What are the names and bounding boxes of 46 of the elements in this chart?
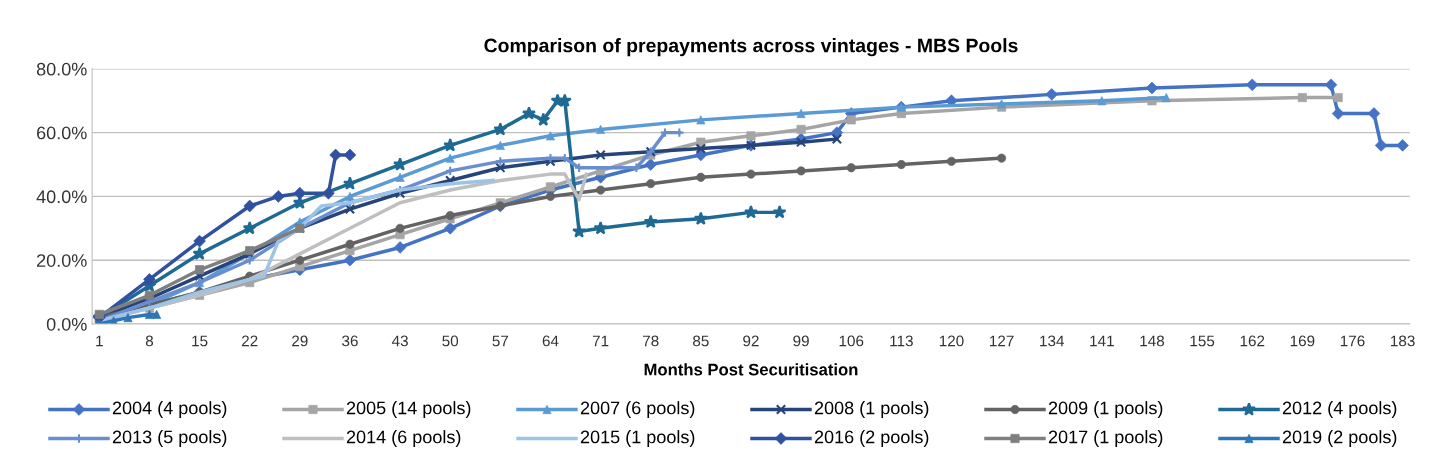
x-tick-label: 22 [241, 335, 258, 347]
x-axis-title: Months Post Securitisation [644, 363, 858, 376]
x-tick-label: 155 [1190, 335, 1215, 347]
x-tick-label: 120 [939, 335, 964, 347]
x-tick-label: 78 [642, 335, 659, 347]
legend-label: 2017 (1 pools) [1048, 430, 1163, 447]
x-tick-label: 57 [492, 335, 509, 347]
x-tick-label: 99 [793, 335, 809, 347]
legend-label: 2004 (4 pools) [112, 401, 227, 418]
x-tick-label: 85 [693, 335, 709, 347]
x-tick-label: 1 [96, 335, 103, 347]
chart-title: Comparison of prepayments across vintages - MBS Pools [484, 38, 1018, 57]
x-tick-label: 64 [542, 335, 559, 347]
x-tick-label: 141 [1090, 335, 1114, 347]
x-tick-label: 176 [1340, 335, 1365, 347]
legend-label: 2005 (14 pools) [346, 401, 471, 418]
legend-label: 2013 (5 pools) [112, 430, 227, 447]
x-tick-label: 134 [1040, 335, 1065, 347]
x-tick-label: 29 [292, 335, 308, 347]
legend-label: 2019 (2 pools) [1282, 430, 1397, 447]
x-tick-label: 162 [1240, 335, 1265, 347]
y-tick-label: 60.0% [37, 126, 87, 140]
y-tick-label: 0.0% [46, 317, 87, 331]
legend-label: 2016 (2 pools) [814, 430, 929, 447]
x-tick-label: 148 [1140, 335, 1165, 347]
legend-label: 2015 (1 pools) [580, 430, 695, 447]
x-tick-label: 183 [1391, 335, 1415, 347]
x-tick-label: 15 [192, 335, 208, 347]
x-tick-label: 169 [1290, 335, 1315, 347]
x-tick-label: 106 [839, 335, 864, 347]
legend-label: 2008 (1 pools) [814, 401, 929, 418]
x-tick-label: 127 [990, 335, 1014, 347]
y-tick-label: 20.0% [37, 254, 87, 267]
legend-label: 2012 (4 pools) [1282, 401, 1397, 418]
x-tick-label: 8 [145, 335, 154, 347]
legend-label: 2009 (1 pools) [1048, 401, 1163, 418]
legend-label: 2014 (6 pools) [346, 430, 461, 447]
x-tick-label: 50 [442, 335, 459, 347]
x-tick-label: 71 [592, 335, 609, 347]
x-tick-label: 92 [743, 335, 759, 347]
legend-label: 2007 (6 pools) [580, 401, 695, 418]
x-tick-label: 43 [391, 335, 408, 347]
y-tick-label: 40.0% [36, 190, 87, 204]
x-tick-label: 113 [890, 335, 913, 347]
x-tick-label: 36 [342, 335, 358, 347]
y-tick-label: 80.0% [36, 62, 87, 76]
